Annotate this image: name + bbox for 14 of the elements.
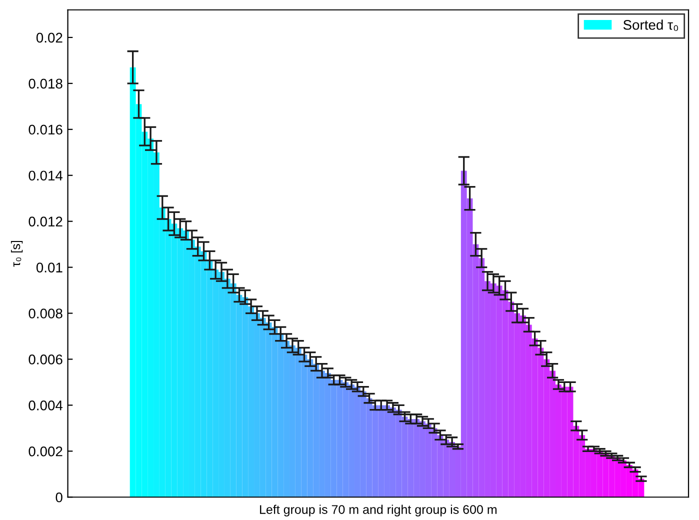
y-tick-label: 0 <box>56 492 62 502</box>
y-axis-title: τ₀ [s] <box>10 240 23 267</box>
y-tick-label: 0.014 <box>28 170 63 181</box>
x-axis-title: Left group is 70 m and right group is 600 m <box>260 504 497 516</box>
y-tick-label: 0.008 <box>28 308 62 318</box>
y-tick-label: 0.02 <box>36 32 62 43</box>
y-tick-label: 0.01 <box>36 262 62 272</box>
y-tick-label: 0.016 <box>28 124 62 135</box>
y-tick-label: 0.012 <box>28 216 62 226</box>
y-tick-label: 0.006 <box>28 354 62 364</box>
y-tick-label: 0.002 <box>28 446 62 456</box>
y-tick-label: 0.004 <box>28 400 63 410</box>
y-tick-label: 0.018 <box>28 78 62 89</box>
legend-label: Sorted τ₀ <box>623 20 678 31</box>
